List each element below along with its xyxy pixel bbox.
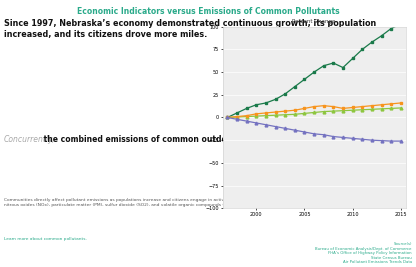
Text: Economic Indicators versus Emissions of Common Pollutants: Economic Indicators versus Emissions of … [77,7,339,16]
Text: Concurrently,: Concurrently, [4,135,55,144]
Text: Since 1997, Nebraska’s economy demonstrated continuous growth, its population in: Since 1997, Nebraska’s economy demonstra… [4,19,376,39]
Title: Percent Change: Percent Change [292,18,336,23]
Text: Communities directly affect pollutant emissions as populations increase and citi: Communities directly affect pollutant em… [4,198,400,207]
Text: the combined emissions of common outdoor air pollutants decreased by 26%.: the combined emissions of common outdoor… [41,135,381,144]
Text: Learn more about common pollutants.: Learn more about common pollutants. [4,237,87,241]
Text: Source(s)
Bureau of Economic Analysis/Dept. of Commerce
FHA’s Office of Highway : Source(s) Bureau of Economic Analysis/De… [315,242,412,264]
